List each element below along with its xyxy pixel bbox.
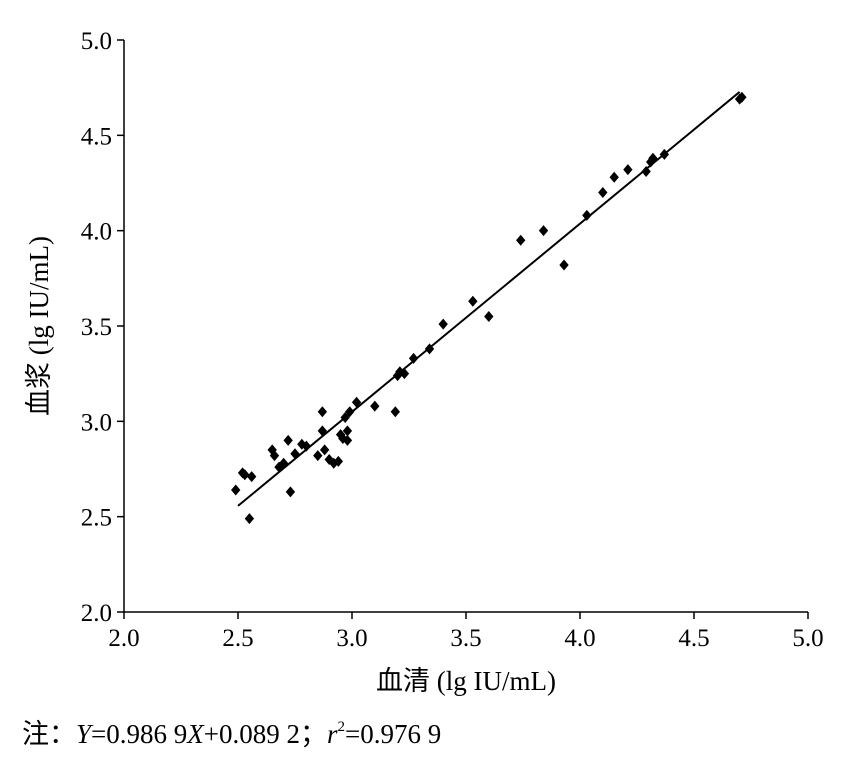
data-point xyxy=(484,310,494,322)
data-point xyxy=(342,434,353,446)
data-point xyxy=(283,434,293,446)
trendline xyxy=(237,91,741,507)
data-point xyxy=(240,469,250,481)
x-tick-label: 4.0 xyxy=(564,625,595,652)
y-tick-label: 5.0 xyxy=(81,28,112,55)
y-tick-label: 4.5 xyxy=(81,123,112,150)
x-tick-label: 2.0 xyxy=(108,625,139,652)
data-point xyxy=(301,440,312,452)
note-eq-rest: +0.089 2； xyxy=(203,719,327,749)
data-point xyxy=(297,438,307,450)
x-axis-title: 血清 (lg IU/mL) xyxy=(376,666,556,696)
data-point xyxy=(285,486,296,498)
note-r-symbol: r xyxy=(327,719,338,749)
trendline-group xyxy=(237,91,741,507)
data-points xyxy=(231,91,747,525)
note-eq-mid: =0.986 9 xyxy=(91,719,188,749)
data-point xyxy=(468,295,478,307)
data-point xyxy=(231,484,241,496)
y-tick-label: 4.0 xyxy=(81,219,112,246)
note-prefix: 注： xyxy=(22,719,76,749)
regression-note: 注：Y=0.986 9X+0.089 2；r2=0.976 9 xyxy=(22,712,441,751)
data-point xyxy=(598,187,608,199)
data-point xyxy=(582,209,592,221)
data-point xyxy=(538,225,549,237)
note-r-value: =0.976 9 xyxy=(345,719,442,749)
data-point xyxy=(313,450,323,462)
data-point xyxy=(370,400,380,412)
data-point xyxy=(641,166,651,178)
y-tick-label: 3.5 xyxy=(81,314,112,341)
x-tick-label: 3.5 xyxy=(450,625,481,652)
note-eq-x: X xyxy=(187,719,204,749)
data-point xyxy=(609,171,619,183)
y-tick-label: 2.5 xyxy=(81,505,112,532)
data-point xyxy=(247,471,257,483)
data-point xyxy=(559,259,569,271)
y-tick-label: 2.0 xyxy=(81,600,112,627)
data-point xyxy=(333,455,343,467)
tick-labels: 2.0 2.5 3.0 3.5 4.0 4.5 5.0 2.0 2.5 3.0 3.5 4.0 4.5 5… xyxy=(81,28,824,652)
y-axis-title: 血浆 (lg IU/mL) xyxy=(24,236,54,416)
data-point xyxy=(438,318,448,330)
y-tick-label: 3.0 xyxy=(81,409,112,436)
data-point xyxy=(319,444,330,456)
data-point xyxy=(408,352,419,364)
x-tick-label: 4.5 xyxy=(678,625,709,652)
x-tick-label: 5.0 xyxy=(792,625,823,652)
data-point xyxy=(342,425,353,437)
data-point xyxy=(269,450,280,462)
x-tick-label: 3.0 xyxy=(336,625,367,652)
note-eq-y: Y xyxy=(76,719,92,749)
data-point xyxy=(317,406,328,418)
data-point xyxy=(623,164,633,176)
axes xyxy=(117,39,809,619)
data-point xyxy=(516,234,526,246)
data-point xyxy=(317,425,328,437)
note-r-exponent: 2 xyxy=(337,719,346,735)
data-point xyxy=(737,91,747,103)
data-point xyxy=(244,513,255,525)
x-tick-label: 2.5 xyxy=(222,625,253,652)
data-point xyxy=(390,406,400,418)
